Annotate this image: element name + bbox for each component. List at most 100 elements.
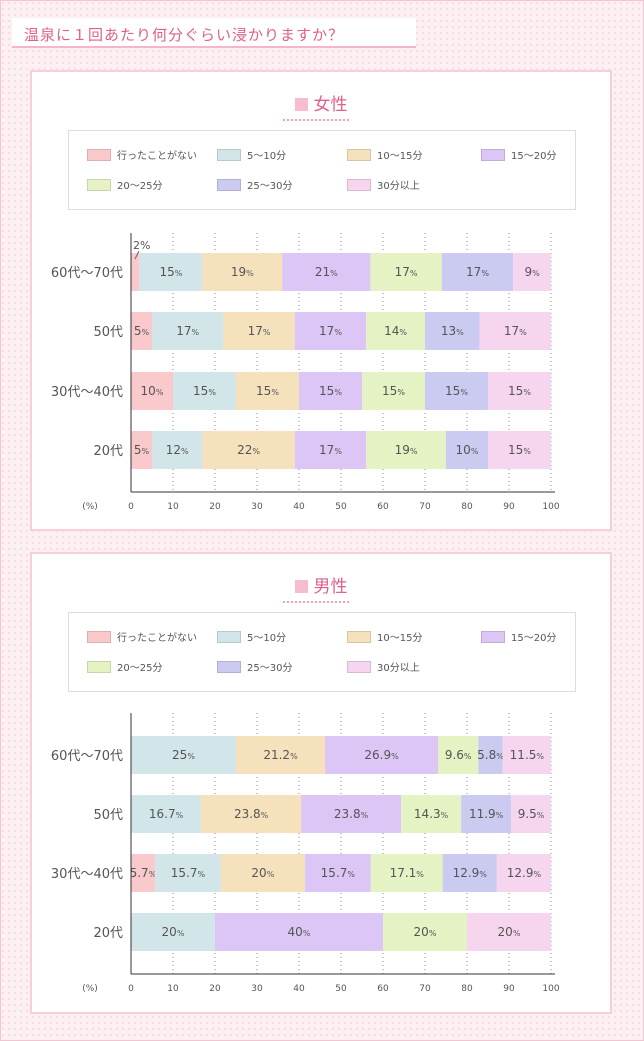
data-label: 5.8% (477, 748, 504, 762)
legend-swatch (347, 149, 371, 161)
bar-segment (467, 913, 551, 951)
data-label: 22% (237, 443, 260, 457)
legend-item: 20〜25分 (87, 179, 162, 193)
x-tick-label: 30 (251, 502, 263, 512)
data-label: 17.1% (390, 866, 425, 880)
bar-segment (202, 253, 283, 291)
x-axis-label: (%) (82, 984, 98, 994)
bar-segment (201, 795, 302, 833)
bar-segment (442, 854, 497, 892)
bar-segment (496, 854, 551, 892)
bar-segment (401, 795, 462, 833)
legend-swatch (217, 149, 241, 161)
legend-item: 行ったことがない (87, 149, 197, 163)
bar-segment (131, 431, 152, 469)
bar-segment (152, 431, 203, 469)
legend-item: 25〜30分 (217, 661, 292, 675)
data-label: 5% (134, 443, 150, 457)
legend-label: 5〜10分 (247, 151, 287, 162)
legend-item: 15〜20分 (481, 149, 556, 163)
data-label: 20% (498, 925, 521, 939)
data-label: 17% (176, 324, 199, 338)
legend-label: 5〜10分 (247, 633, 287, 644)
bar-segment (366, 431, 446, 469)
x-tick-label: 50 (335, 984, 347, 994)
x-tick-label: 80 (461, 984, 473, 994)
legend-swatch (87, 631, 111, 643)
legend-swatch (481, 631, 505, 643)
legend-label: 30分以上 (377, 663, 420, 674)
x-tick-label: 90 (503, 984, 515, 994)
x-tick-label: 0 (128, 984, 134, 994)
data-label: 17% (504, 324, 527, 338)
bar-segment (299, 372, 362, 410)
x-tick-label: 40 (293, 502, 305, 512)
data-label: 40% (288, 925, 311, 939)
heading-square-icon (294, 580, 308, 593)
data-label: 15% (508, 443, 531, 457)
bar-segment (488, 372, 551, 410)
title-bar: 温泉に１回あたり何分ぐらい浸かりますか？ (12, 18, 416, 48)
bar-segment (223, 312, 295, 350)
bar-segment (383, 913, 467, 951)
bar-segment (425, 312, 480, 350)
category-label: 50代 (93, 325, 123, 340)
category-label: 60代〜70代 (51, 749, 123, 764)
data-label: 23.8% (334, 807, 369, 821)
data-label: 20% (162, 925, 185, 939)
data-label: 12.9% (507, 866, 542, 880)
data-label: 15% (256, 384, 279, 398)
bar-segment (366, 312, 425, 350)
bar-segment (425, 372, 488, 410)
bar-segment (131, 854, 155, 892)
legend-swatch (217, 631, 241, 643)
male-heading-text: 男性 (313, 577, 348, 597)
x-tick-label: 20 (209, 502, 221, 512)
bar-segment (131, 312, 152, 350)
data-label: 17% (319, 324, 342, 338)
female-legend: 行ったことがない 5〜10分 10〜15分 15〜20分 20〜25分 25〜30分 30分… (68, 130, 576, 210)
data-label: 14.3% (414, 807, 449, 821)
data-label: 9.6% (445, 748, 472, 762)
x-tick-label: 30 (251, 984, 263, 994)
legend-label: 30分以上 (377, 181, 420, 192)
data-label: 17% (395, 265, 418, 279)
legend-swatch (217, 179, 241, 191)
data-label: 21% (315, 265, 338, 279)
category-label: 60代〜70代 (51, 266, 123, 281)
data-label: 19% (395, 443, 418, 457)
data-label: 11.9% (469, 807, 504, 821)
legend-swatch (217, 661, 241, 673)
data-label: 17% (319, 443, 342, 457)
bar-segment (154, 854, 221, 892)
data-label: 15% (445, 384, 468, 398)
data-label: 15% (319, 384, 342, 398)
bar-segment (139, 253, 203, 291)
x-tick-label: 100 (542, 984, 559, 994)
legend-label: 行ったことがない (117, 151, 197, 162)
heading-underline (283, 601, 349, 603)
data-label: 2% (133, 239, 150, 252)
bar-segment (438, 736, 479, 774)
data-label: 14% (384, 324, 407, 338)
legend-item: 10〜15分 (347, 631, 422, 645)
data-label: 17% (466, 265, 489, 279)
bar-segment (294, 312, 367, 350)
legend-label: 10〜15分 (377, 633, 423, 644)
data-label: 20% (251, 866, 274, 880)
x-tick-label: 10 (167, 502, 179, 512)
bar-segment (131, 253, 140, 291)
data-label: 10% (141, 384, 164, 398)
data-label: 26.9% (364, 748, 399, 762)
x-tick-label: 70 (419, 502, 431, 512)
female-heading-text: 女性 (313, 95, 348, 115)
legend-item: 5〜10分 (217, 631, 286, 645)
legend-label: 25〜30分 (247, 663, 293, 674)
bar-segment (131, 913, 215, 951)
x-tick-label: 50 (335, 502, 347, 512)
x-tick-label: 40 (293, 984, 305, 994)
bar-segment (131, 736, 236, 774)
data-label: 25% (172, 748, 195, 762)
data-label: 5% (134, 324, 150, 338)
data-label: 20% (414, 925, 437, 939)
